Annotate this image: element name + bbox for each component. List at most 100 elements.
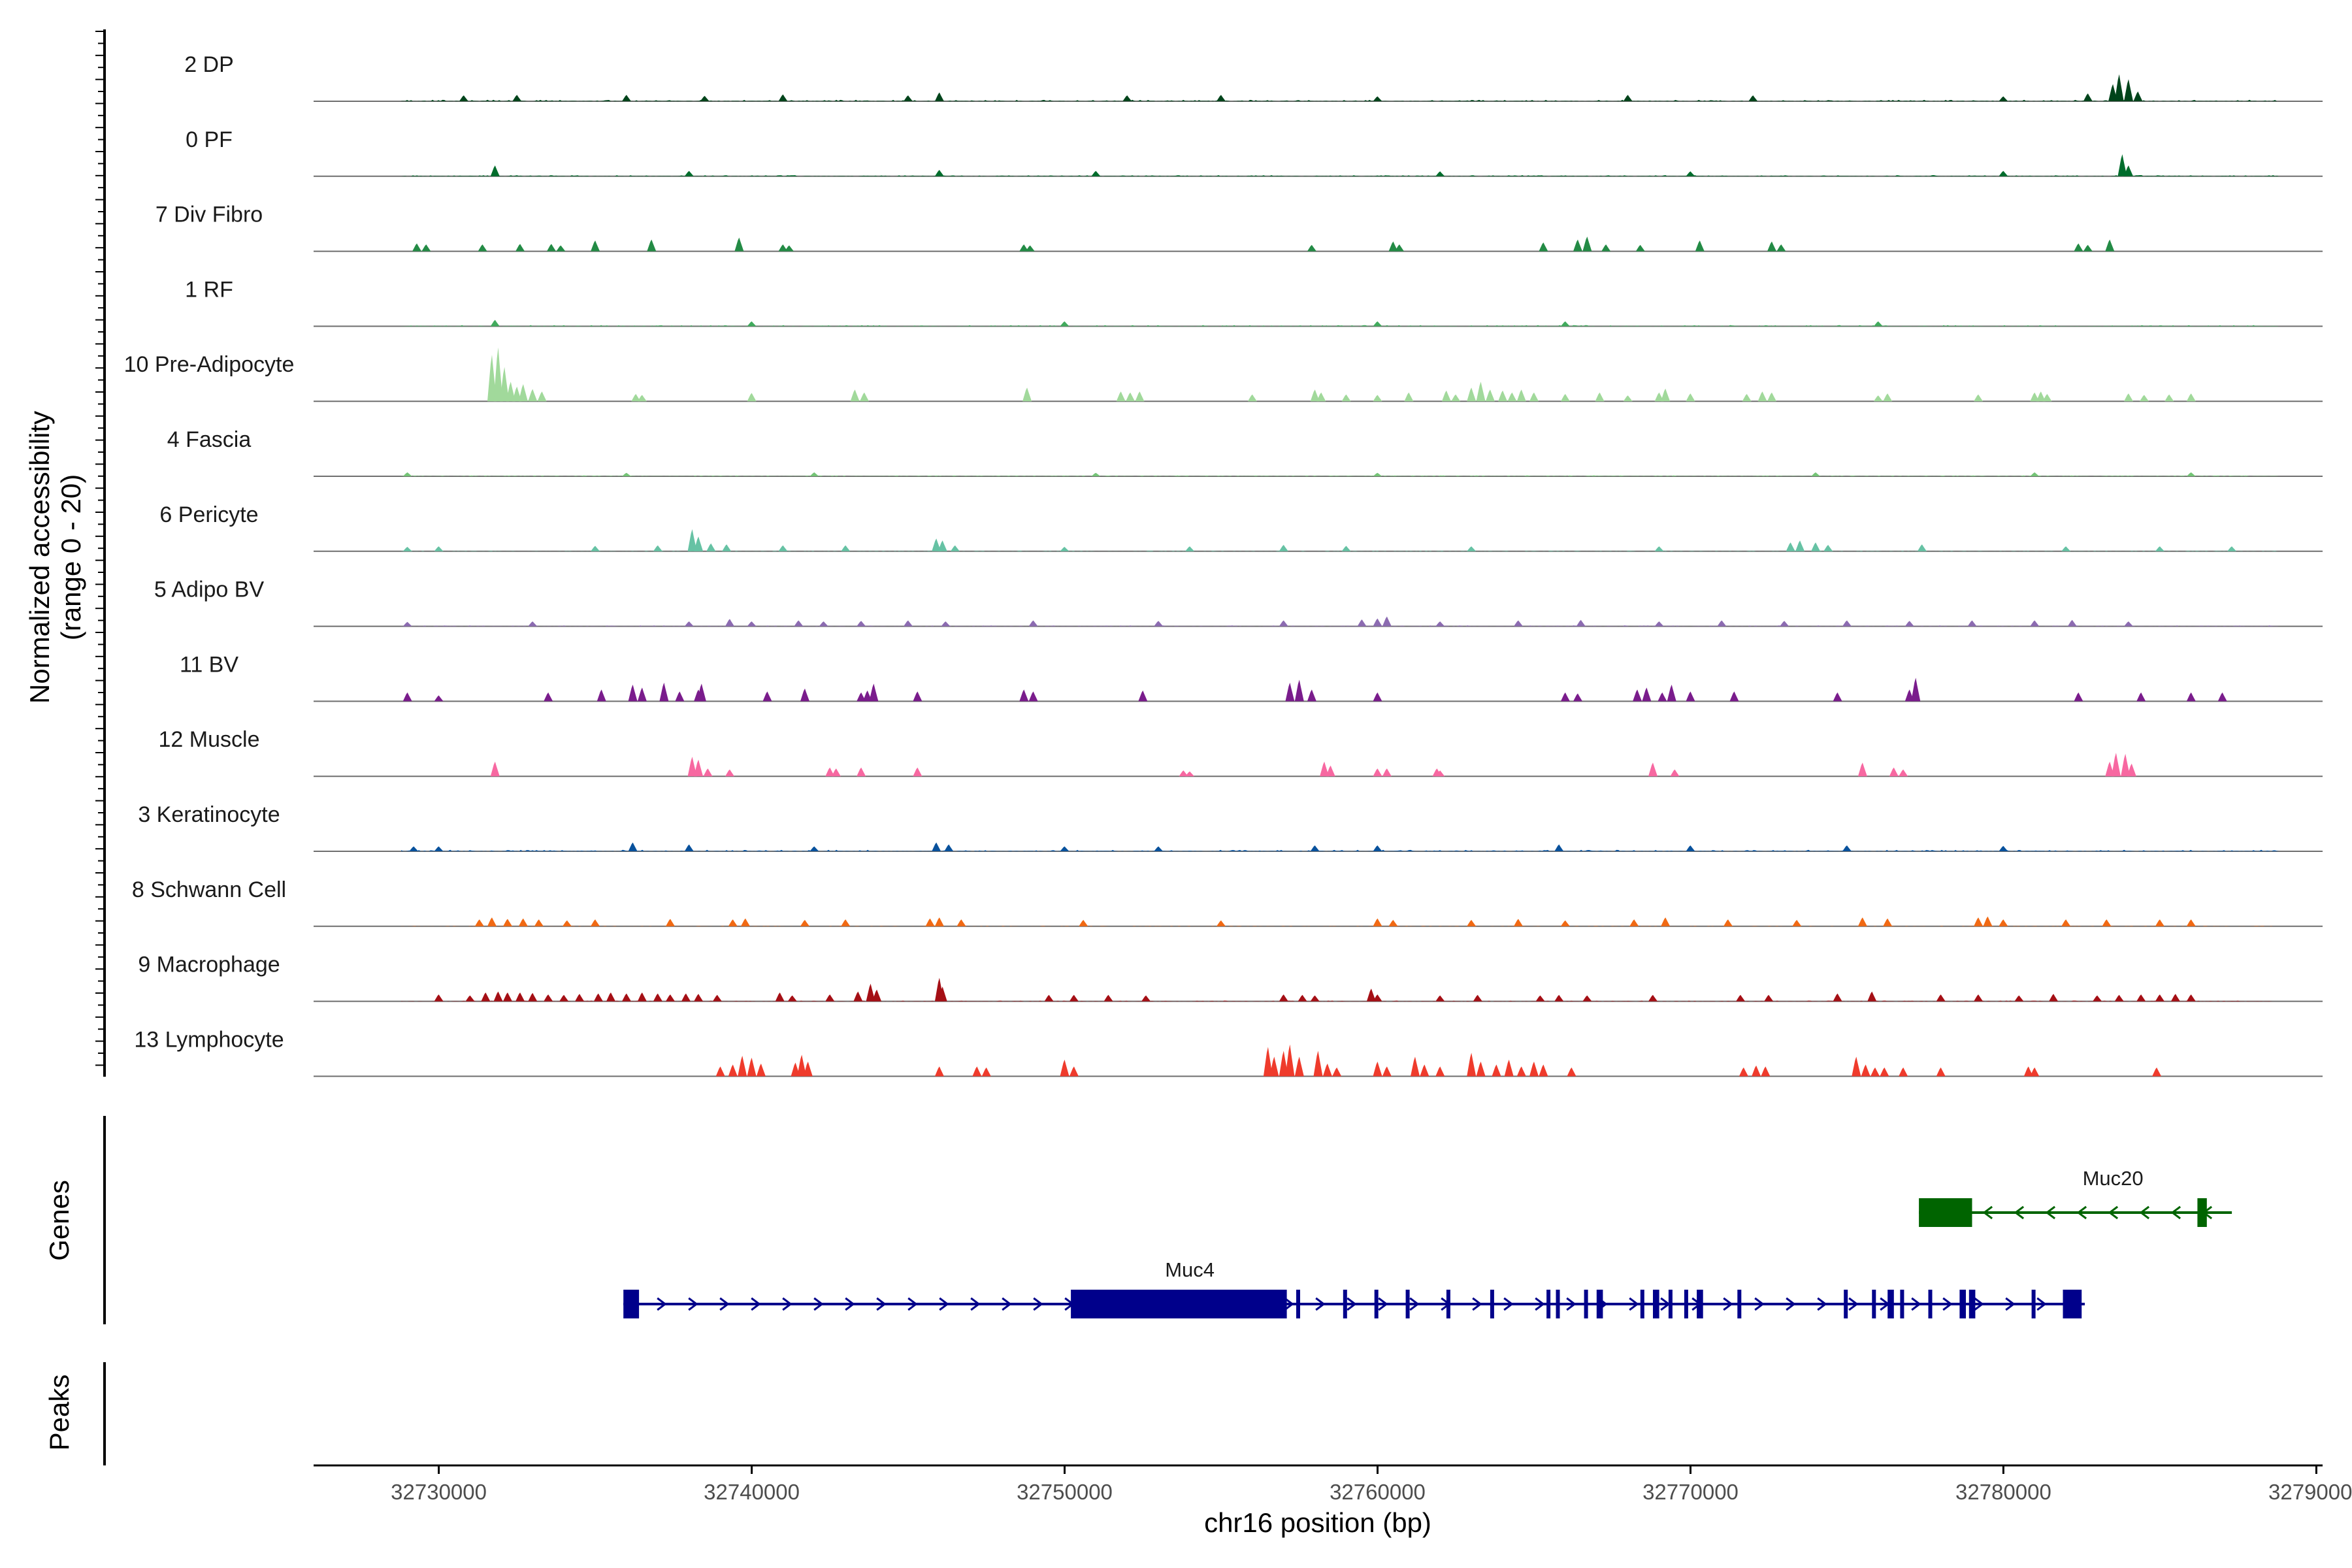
gene-muc4: Muc4	[623, 1258, 2085, 1318]
strand-arrow	[970, 1297, 981, 1311]
accessibility-peak	[402, 692, 412, 702]
peaks-panel-title: Peaks	[44, 1375, 74, 1451]
accessibility-peak	[1485, 389, 1495, 402]
accessibility-peak	[1313, 1051, 1323, 1077]
accessibility-peak	[728, 919, 738, 926]
accessibility-peak	[503, 919, 512, 926]
accessibility-peak	[1185, 546, 1195, 551]
accessibility-peak	[734, 237, 744, 252]
accessibility-peak	[653, 993, 662, 1002]
accessibility-peak	[1467, 920, 1477, 926]
accessibility-peak	[841, 919, 851, 926]
track-3: 7 Div Fibro	[155, 203, 2323, 252]
accessibility-peak	[512, 95, 522, 101]
accessibility-peak	[493, 991, 503, 1002]
accessibility-peak	[1560, 321, 1570, 327]
accessibility-peak	[1936, 994, 1946, 1002]
accessibility-peak	[1467, 1053, 1477, 1077]
exon	[1872, 1290, 1876, 1318]
accessibility-peak	[2186, 919, 2196, 926]
accessibility-peak	[1811, 472, 1821, 476]
accessibility-peak	[563, 920, 572, 926]
strand-arrow	[657, 1297, 667, 1311]
accessibility-peak	[1154, 846, 1164, 851]
accessibility-peak	[1373, 395, 1382, 402]
accessibility-peak	[1870, 1067, 1880, 1077]
accessibility-peak	[1091, 171, 1101, 176]
accessibility-peak	[1420, 1064, 1429, 1077]
accessibility-peak	[537, 391, 547, 402]
accessibility-peak	[857, 621, 866, 627]
accessibility-peak	[1999, 96, 2008, 101]
accessibility-peak	[1936, 1067, 1946, 1077]
accessibility-peak	[1217, 920, 1226, 926]
accessibility-peak	[1560, 692, 1570, 702]
strand-arrow	[2045, 1205, 2056, 1220]
accessibility-peak	[1686, 393, 1695, 402]
accessibility-peak	[506, 382, 515, 402]
accessibility-peak	[1529, 1061, 1539, 1077]
track-label: 3 Keratinocyte	[138, 802, 280, 827]
accessibility-peak	[1476, 382, 1486, 402]
exon	[1556, 1290, 1560, 1318]
accessibility-peak	[1395, 244, 1404, 252]
accessibility-peak	[1279, 620, 1288, 627]
accessibility-peak	[666, 919, 675, 926]
track-label: 1 RF	[185, 277, 233, 302]
accessibility-peak	[1141, 995, 1151, 1002]
accessibility-peak	[932, 538, 941, 551]
accessibility-peak	[809, 846, 819, 851]
accessibility-peak	[1717, 620, 1727, 627]
accessibility-peak	[1842, 845, 1852, 851]
accessibility-peak	[493, 347, 503, 402]
accessibility-peak	[2049, 994, 2059, 1002]
strand-arrow	[1535, 1297, 1545, 1311]
exon	[1446, 1290, 1450, 1318]
accessibility-peak	[1811, 542, 1821, 551]
accessibility-peak	[1983, 916, 1993, 926]
accessibility-peak	[1889, 767, 1899, 777]
track-label: 13 Lymphocyte	[134, 1027, 284, 1052]
accessibility-peak	[1022, 387, 1032, 402]
accessibility-peak	[1595, 392, 1605, 402]
strand-arrow	[782, 1297, 792, 1311]
accessibility-peak	[1560, 920, 1570, 926]
accessibility-peak	[1642, 687, 1652, 702]
accessibility-peak	[2155, 919, 2164, 926]
accessibility-peak	[465, 995, 475, 1002]
accessibility-peak	[534, 919, 544, 926]
accessibility-peak	[1873, 321, 1883, 327]
accessibility-peak	[628, 842, 638, 851]
accessibility-peak	[515, 992, 525, 1002]
track-label: 10 Pre-Adipocyte	[124, 352, 295, 377]
strand-arrow	[1982, 1205, 1993, 1220]
accessibility-peak	[1776, 244, 1786, 252]
accessibility-peak	[1661, 917, 1671, 926]
exon	[1684, 1290, 1688, 1318]
accessibility-peak	[797, 1054, 807, 1077]
accessibility-peak	[1060, 1059, 1070, 1077]
accessibility-peak	[631, 394, 641, 402]
accessibility-peak	[1999, 171, 2008, 176]
accessibility-peak	[1761, 1066, 1771, 1077]
accessibility-peak	[1435, 171, 1445, 176]
accessibility-peak	[728, 1064, 738, 1077]
exon	[2063, 1290, 2082, 1318]
accessibility-peak	[857, 692, 866, 702]
strand-arrow	[1723, 1297, 1733, 1311]
accessibility-peak	[1757, 391, 1767, 402]
accessibility-peak	[2136, 994, 2146, 1002]
accessibility-peak	[528, 389, 538, 402]
accessibility-peak	[913, 767, 923, 777]
accessibility-peak	[659, 682, 669, 702]
accessibility-peak	[1883, 918, 1893, 926]
accessibility-peak	[1654, 621, 1664, 627]
strand-arrow	[751, 1297, 761, 1311]
accessibility-peak	[1441, 390, 1451, 402]
accessibility-peak	[2124, 165, 2133, 176]
accessibility-peak	[684, 171, 694, 176]
accessibility-peak	[481, 992, 491, 1002]
accessibility-peak	[1833, 993, 1842, 1002]
accessibility-peak	[1842, 620, 1852, 627]
